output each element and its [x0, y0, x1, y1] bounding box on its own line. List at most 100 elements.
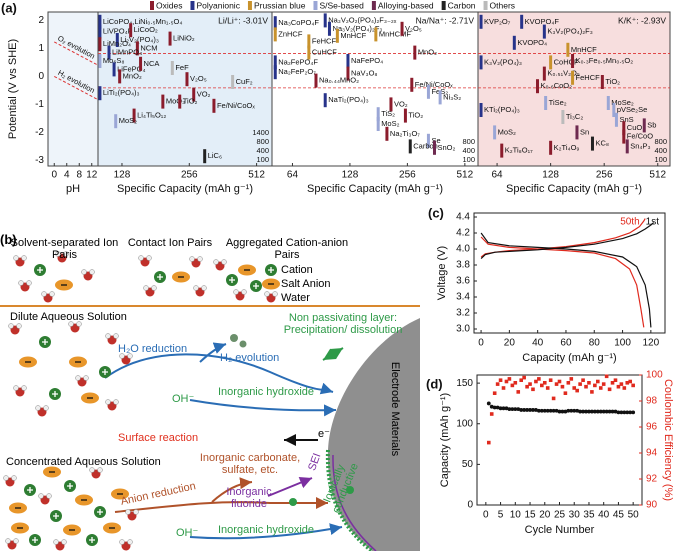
material-bar	[335, 28, 339, 43]
x-tick-label: 4	[64, 170, 70, 181]
point	[578, 409, 583, 414]
material-label: K₀.₆CoO₂	[541, 81, 573, 90]
sei-edge	[332, 454, 377, 551]
x-tick-label: 512	[649, 170, 666, 181]
material-bar	[161, 94, 165, 109]
cation-sign	[229, 277, 235, 283]
point	[486, 440, 491, 445]
material-bar	[273, 16, 277, 31]
material-label: K₂Ti₄O₉	[554, 143, 580, 152]
material-label: MoS₂	[498, 127, 516, 136]
point	[598, 409, 603, 414]
x-axis-title: pH	[66, 183, 80, 195]
legend-swatch	[483, 1, 488, 10]
y-tick-label: -1	[35, 99, 44, 110]
product: Inorganic hydroxide	[218, 524, 315, 536]
material-bar	[571, 70, 575, 85]
point	[601, 409, 606, 414]
point	[531, 408, 535, 412]
y-tick-label: 1	[38, 43, 44, 54]
material-bar	[479, 14, 483, 29]
material-label: MnHCF	[340, 31, 366, 40]
material-label: Na₀.₄₄MnO₂	[319, 76, 359, 85]
material-bar	[542, 66, 546, 81]
arrow	[267, 476, 313, 497]
point	[628, 379, 633, 384]
material-label: KTi₂(PO₄)₃	[484, 105, 520, 114]
material-label: Li₂V₂(PO₄)₃	[120, 35, 159, 44]
material-label: MnO₂	[123, 71, 142, 80]
point	[522, 408, 527, 412]
water	[13, 538, 19, 544]
product: Inorganic hydroxide	[218, 386, 315, 398]
x-tick-label: 0	[51, 170, 57, 181]
material-bar	[625, 139, 629, 154]
water	[125, 509, 131, 515]
ion	[346, 486, 354, 494]
water	[8, 323, 14, 329]
material-label: Sn	[580, 127, 589, 136]
material-label: LiMn₂O₄	[103, 39, 131, 48]
line	[480, 222, 655, 328]
x-tick-label: 128	[114, 170, 131, 181]
material-label: TiO₂	[408, 111, 423, 120]
point	[592, 409, 597, 414]
point	[613, 409, 618, 414]
material-label: V₂O₅	[405, 24, 422, 33]
y-tick-label: 0	[38, 71, 44, 82]
cation-sign	[253, 283, 259, 289]
material-bar	[185, 72, 189, 87]
cation-sign	[42, 339, 48, 345]
point	[540, 383, 544, 388]
material-label: MnO₂	[418, 48, 437, 57]
point	[622, 386, 627, 390]
ph-frame	[47, 11, 99, 167]
point	[584, 384, 588, 389]
legend-label: Salt Anion	[281, 278, 331, 290]
material-label: CoHCF	[554, 57, 579, 66]
point	[619, 410, 624, 415]
material-bar	[178, 94, 182, 109]
legend-swatch	[313, 1, 318, 10]
material-label: Na₂Ti₃O₇	[390, 129, 420, 138]
pair-type: Solvent-separated Ion Paris	[10, 237, 119, 261]
reference-label: K/K⁺: -2.93V	[618, 15, 666, 25]
material-bar	[410, 77, 414, 92]
material-bar	[231, 75, 235, 89]
material-bar	[112, 62, 116, 77]
x-tick-label: 80	[589, 338, 601, 349]
point	[534, 379, 538, 384]
material-bar	[642, 118, 646, 133]
material-bar	[408, 139, 412, 154]
material-label: MoSe₂	[611, 98, 634, 107]
point	[498, 378, 503, 382]
water	[41, 291, 47, 297]
point	[498, 406, 503, 411]
y-axis-title: Capacity (mAh g⁻¹)	[439, 393, 451, 487]
material-label: KVOPO₄	[517, 38, 547, 47]
legend-swatch	[190, 1, 195, 10]
x-tick-label: 256	[596, 170, 613, 181]
point	[489, 412, 494, 416]
material-bar	[323, 93, 327, 108]
material-label: CuF₂	[236, 77, 253, 86]
water	[143, 285, 149, 291]
product: Inorganic carbonate, sulfate, etc.	[199, 452, 301, 476]
point	[563, 391, 568, 395]
water	[83, 375, 89, 381]
point	[492, 405, 497, 410]
material-label: SnO₂	[437, 143, 455, 152]
material-bar	[98, 54, 102, 68]
point	[554, 408, 559, 413]
point	[536, 408, 541, 413]
material-label: Na₃V₂O₂(PO₄)₂F₃₋₂ₓ	[328, 15, 397, 24]
water	[11, 475, 17, 481]
material-label: FeHCF	[312, 36, 337, 45]
x-tick-label: 256	[399, 170, 416, 181]
x-tick-label: 5	[498, 510, 504, 521]
material-label: V₂O₅	[190, 74, 207, 83]
material-label: SnS	[619, 115, 633, 124]
y-tick-label: 100	[456, 418, 473, 429]
y2-tick-label: 92	[646, 474, 658, 485]
